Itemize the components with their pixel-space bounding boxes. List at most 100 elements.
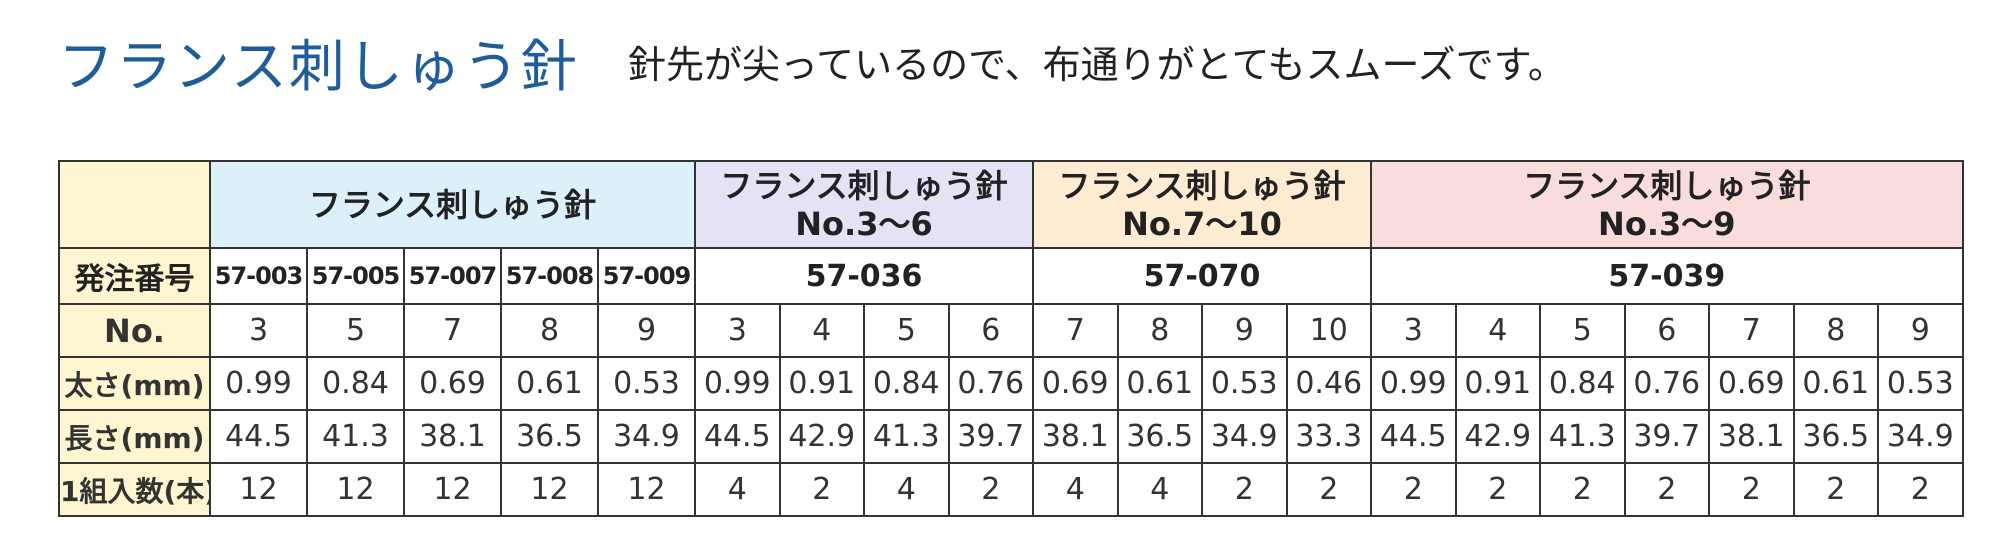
cell: 0.76 — [947, 356, 1034, 411]
cell: 34.9 — [1877, 409, 1964, 464]
group-header: フランス刺しゅう針 — [209, 160, 696, 249]
cell: 34.9 — [597, 409, 696, 464]
group-subtitle: No.3〜6 — [795, 204, 933, 243]
cell: 2 — [778, 462, 865, 517]
cell: 5 — [1539, 303, 1626, 358]
group-header: フランス刺しゅう針 No.3〜6 — [694, 160, 1034, 249]
cell: 9 — [597, 303, 696, 358]
cell: 0.69 — [403, 356, 502, 411]
cell: 12 — [500, 462, 599, 517]
row-label: No. — [58, 303, 211, 358]
cell: 34.9 — [1201, 409, 1288, 464]
cell: 9 — [1201, 303, 1288, 358]
row-label: 発注番号 — [58, 247, 211, 305]
cell: 12 — [597, 462, 696, 517]
cell: 5 — [306, 303, 405, 358]
cell: 3 — [209, 303, 308, 358]
corner-cell — [58, 160, 211, 249]
subtitle: 針先が尖っているので、布通りがとてもスムーズです。 — [628, 43, 1566, 87]
cell: 42.9 — [1454, 409, 1541, 464]
row-label: 長さ(mm) — [58, 409, 211, 464]
cell: 2 — [1792, 462, 1879, 517]
group-subtitle: No.3〜9 — [1598, 204, 1736, 243]
cell: 2 — [1539, 462, 1626, 517]
cell: 4 — [1116, 462, 1203, 517]
cell: 36.5 — [500, 409, 599, 464]
row-label: 1組入数(本) — [58, 462, 211, 517]
code-row: 発注番号 57-003 57-005 57-007 57-008 57-009 57-036… — [58, 247, 1964, 305]
cell: 0.53 — [1877, 356, 1964, 411]
cell: 0.91 — [778, 356, 865, 411]
cell: 2 — [1454, 462, 1541, 517]
cell: 4 — [1032, 462, 1119, 517]
cell: 0.46 — [1285, 356, 1372, 411]
cell: 41.3 — [1539, 409, 1626, 464]
cell: 44.5 — [209, 409, 308, 464]
data-row: 1組入数(本) 12 12 12 12 12 4 2 4 2 4 4 2 2 2 2 2 2 2 2 2 — [58, 462, 1964, 517]
cell: 4 — [778, 303, 865, 358]
cell: 38.1 — [1708, 409, 1795, 464]
cell: 0.61 — [1792, 356, 1879, 411]
order-code: 57-008 — [500, 247, 599, 305]
order-code: 57-039 — [1370, 247, 1964, 305]
cell: 2 — [1623, 462, 1710, 517]
data-row: 太さ(mm) 0.99 0.84 0.69 0.61 0.53 0.99 0.91 0.84 0.… — [58, 356, 1964, 411]
cell: 3 — [694, 303, 781, 358]
group-subtitle: No.7〜10 — [1122, 204, 1282, 243]
cell: 8 — [1792, 303, 1879, 358]
cell: 0.69 — [1032, 356, 1119, 411]
cell: 0.99 — [209, 356, 308, 411]
cell: 7 — [1032, 303, 1119, 358]
cell: 38.1 — [1032, 409, 1119, 464]
cell: 0.84 — [863, 356, 950, 411]
cell: 41.3 — [306, 409, 405, 464]
data-row: 長さ(mm) 44.5 41.3 38.1 36.5 34.9 44.5 42.9 41.3 39… — [58, 409, 1964, 464]
cell: 36.5 — [1116, 409, 1203, 464]
cell: 39.7 — [947, 409, 1034, 464]
group-title: フランス刺しゅう針 — [720, 166, 1008, 205]
cell: 8 — [500, 303, 599, 358]
order-code: 57-070 — [1032, 247, 1372, 305]
cell: 9 — [1877, 303, 1964, 358]
cell: 5 — [863, 303, 950, 358]
cell: 0.84 — [1539, 356, 1626, 411]
cell: 7 — [1708, 303, 1795, 358]
cell: 0.84 — [306, 356, 405, 411]
cell: 33.3 — [1285, 409, 1372, 464]
cell: 39.7 — [1623, 409, 1710, 464]
cell: 0.53 — [1201, 356, 1288, 411]
order-code: 57-005 — [306, 247, 405, 305]
cell: 2 — [1201, 462, 1288, 517]
cell: 0.69 — [1708, 356, 1795, 411]
cell: 2 — [947, 462, 1034, 517]
cell: 0.99 — [1370, 356, 1457, 411]
order-code: 57-003 — [209, 247, 308, 305]
cell: 0.53 — [597, 356, 696, 411]
cell: 44.5 — [1370, 409, 1457, 464]
cell: 0.61 — [500, 356, 599, 411]
order-code: 57-007 — [403, 247, 502, 305]
cell: 2 — [1877, 462, 1964, 517]
cell: 12 — [306, 462, 405, 517]
cell: 6 — [1623, 303, 1710, 358]
cell: 7 — [403, 303, 502, 358]
cell: 12 — [209, 462, 308, 517]
cell: 0.99 — [694, 356, 781, 411]
data-row: No. 3 5 7 8 9 3 4 5 6 7 8 9 10 3 4 5 6 7 8 9 — [58, 303, 1964, 358]
cell: 8 — [1116, 303, 1203, 358]
group-header: フランス刺しゅう針 No.7〜10 — [1032, 160, 1372, 249]
cell: 0.91 — [1454, 356, 1541, 411]
cell: 4 — [694, 462, 781, 517]
group-title: フランス刺しゅう針 — [1523, 166, 1811, 205]
title: フランス刺しゅう針 — [58, 35, 579, 100]
row-label: 太さ(mm) — [58, 356, 211, 411]
cell: 4 — [863, 462, 950, 517]
spec-table: フランス刺しゅう針 フランス刺しゅう針 No.3〜6 フランス刺しゅう針 No.7〜10… — [58, 160, 1964, 517]
cell: 0.76 — [1623, 356, 1710, 411]
cell: 44.5 — [694, 409, 781, 464]
cell: 42.9 — [778, 409, 865, 464]
cell: 3 — [1370, 303, 1457, 358]
cell: 0.61 — [1116, 356, 1203, 411]
cell: 10 — [1285, 303, 1372, 358]
